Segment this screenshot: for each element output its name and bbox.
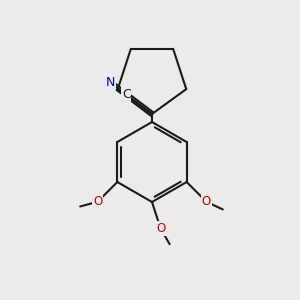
Text: C: C [122,88,130,101]
Text: O: O [93,195,102,208]
Text: O: O [156,222,165,235]
Text: N: N [106,76,115,89]
Text: O: O [202,195,211,208]
